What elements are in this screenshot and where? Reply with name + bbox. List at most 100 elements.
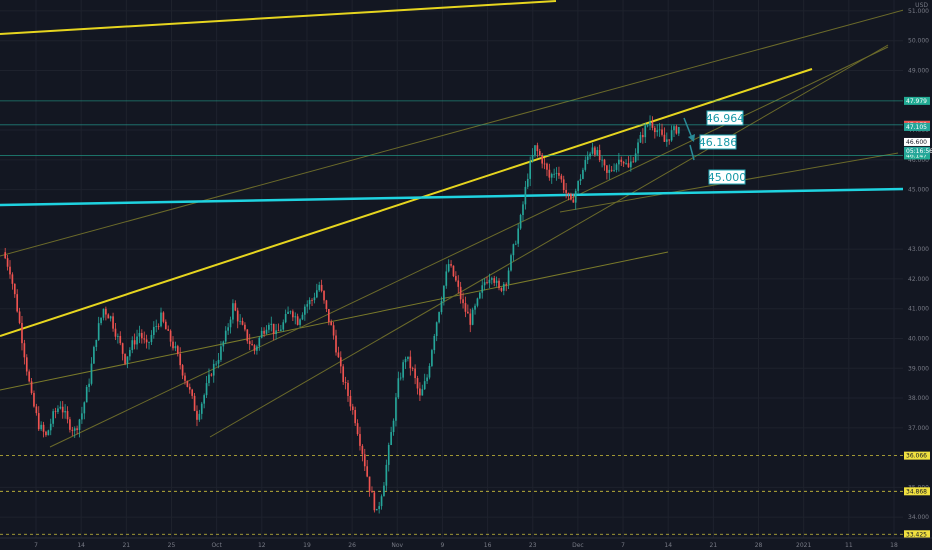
candle-body — [236, 310, 239, 322]
candle-body — [555, 172, 558, 174]
candle-body — [193, 395, 196, 411]
candle-body — [277, 330, 280, 332]
candle-body — [90, 363, 93, 384]
candle-body — [121, 343, 124, 354]
candle-body — [467, 311, 469, 314]
candle-body — [71, 429, 74, 431]
callout-box — [706, 110, 744, 126]
candle-body — [9, 266, 11, 275]
candle-body — [294, 316, 297, 318]
level-badge — [904, 451, 930, 460]
callout-box — [699, 134, 737, 150]
candle-body — [325, 300, 328, 310]
level-badge-label: 47.979 — [906, 98, 927, 105]
candle-body — [399, 377, 402, 379]
candle-body — [248, 341, 251, 345]
candle-body — [639, 135, 642, 143]
candle-body — [390, 432, 392, 445]
candle-body — [299, 319, 301, 325]
candle-body — [385, 464, 388, 486]
callout-label: 46.964 — [706, 112, 745, 125]
candle-body — [615, 164, 618, 170]
candle-body — [323, 290, 325, 301]
candle-body — [124, 353, 126, 364]
y-tick-label: 46.000 — [908, 157, 929, 164]
candle-body — [339, 357, 342, 367]
price-callout: 45.000 — [708, 169, 746, 185]
candle-body — [591, 147, 594, 154]
candle-body — [476, 298, 479, 306]
candle-body — [162, 312, 165, 322]
candle-body — [289, 311, 292, 313]
x-axis-bg — [0, 538, 932, 550]
candle-body — [205, 383, 208, 396]
x-tick-label: 28 — [755, 542, 763, 549]
candle-body — [459, 286, 462, 300]
candle-body — [490, 278, 493, 280]
candle-body — [143, 338, 146, 340]
candle-body — [426, 377, 428, 382]
candle-body — [95, 339, 98, 347]
candle-body — [126, 356, 129, 364]
candle-body — [61, 406, 64, 413]
candle-body — [363, 454, 366, 467]
candle-body — [598, 150, 601, 161]
y-tick-label: 51.000 — [908, 8, 929, 15]
x-tick-label: 25 — [168, 542, 176, 549]
candle-body — [330, 321, 333, 326]
y-tick-label: 45.000 — [908, 187, 929, 194]
candle-body — [584, 160, 587, 170]
candle-body — [176, 346, 179, 354]
candle-body — [404, 358, 407, 363]
candle-body — [589, 153, 591, 157]
candle-body — [315, 290, 318, 298]
x-tick-label: 16 — [484, 542, 492, 549]
level-badge — [904, 151, 930, 160]
candle-body — [668, 139, 671, 141]
candle-body — [493, 278, 496, 283]
candle-body — [227, 327, 229, 331]
candle-body — [198, 413, 201, 420]
candle-body — [656, 130, 659, 133]
candle-body — [642, 135, 644, 138]
y-tick-label: 50.000 — [908, 38, 929, 45]
candle-body — [373, 492, 376, 511]
candles — [4, 115, 680, 514]
candle-body — [632, 161, 635, 163]
candle-body — [548, 169, 551, 178]
candle-body — [184, 375, 186, 381]
candle-body — [102, 308, 105, 318]
candle-body — [263, 330, 265, 334]
candle-body — [359, 434, 361, 446]
candle-body — [558, 172, 560, 176]
x-tick-label: Oct — [211, 542, 222, 549]
candle-body — [387, 444, 390, 465]
candle-body — [361, 445, 364, 455]
candle-body — [478, 292, 481, 299]
candle-body — [661, 129, 663, 135]
candle-body — [133, 340, 136, 345]
level-badge — [904, 530, 930, 539]
candle-body — [152, 326, 155, 335]
candle-body — [270, 323, 273, 325]
level-badge-label: 34.868 — [906, 488, 927, 495]
candle-body — [337, 352, 340, 358]
candle-body — [164, 321, 167, 330]
candle-body — [148, 342, 150, 343]
x-tick-label: 14 — [664, 542, 672, 549]
candle-body — [526, 178, 529, 187]
x-tick-label: 21 — [710, 542, 718, 549]
candle-body — [438, 312, 440, 323]
candle-body — [505, 283, 508, 285]
candle-body — [97, 323, 100, 340]
candle-body — [30, 381, 33, 393]
candle-body — [349, 395, 352, 407]
candle-body — [208, 374, 210, 384]
candle-body — [282, 322, 285, 330]
candle-body — [54, 411, 57, 412]
candle-body — [510, 255, 512, 271]
candle-body — [414, 368, 416, 379]
candle-body — [553, 173, 555, 175]
candle-body — [397, 378, 400, 398]
